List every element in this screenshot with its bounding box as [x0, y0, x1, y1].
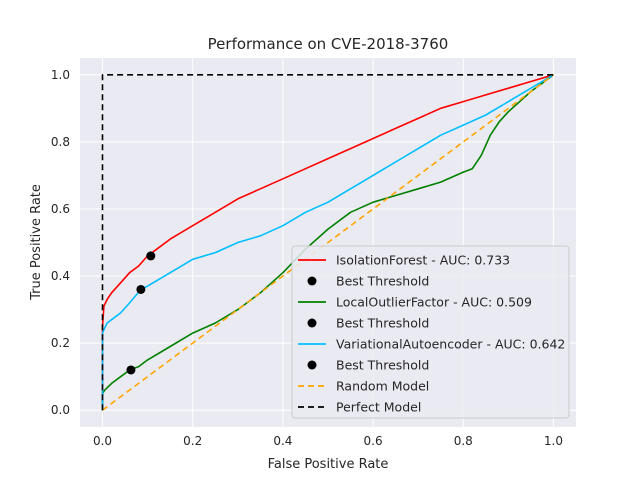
legend-entry-label: Best Threshold	[336, 316, 429, 331]
y-axis-label: True Positive Rate	[29, 184, 44, 301]
legend-entry-label: LocalOutlierFactor - AUC: 0.509	[336, 295, 532, 310]
y-tick-label: 0.6	[51, 202, 70, 216]
x-axis-ticks: 0.0 0.2 0.4 0.6 0.8 1.0	[93, 434, 563, 448]
x-tick-label: 0.2	[183, 434, 202, 448]
y-tick-label: 1.0	[51, 68, 70, 82]
legend-swatch-marker	[307, 360, 317, 370]
legend-entry-label: Best Threshold	[336, 358, 429, 373]
legend-swatch-marker	[307, 276, 317, 286]
x-tick-label: 0.4	[273, 434, 292, 448]
chart-title: Performance on CVE-2018-3760	[208, 35, 449, 53]
x-tick-label: 0.8	[454, 434, 473, 448]
series-line-random-model	[102, 74, 554, 411]
y-tick-label: 0.2	[51, 336, 70, 350]
legend-entry-label: IsolationForest - AUC: 0.733	[336, 253, 510, 268]
series-line-isolationforest	[101, 74, 554, 411]
series-line-variationalautoencoder	[101, 74, 554, 411]
legend-entry-label: VariationalAutoencoder - AUC: 0.642	[336, 337, 565, 352]
legend-entry-label: Best Threshold	[336, 274, 429, 289]
legend-box	[291, 245, 570, 419]
legend: IsolationForest - AUC: 0.733 Best Thresho…	[291, 245, 570, 419]
y-tick-label: 0.0	[51, 403, 70, 417]
legend-entry-label: Perfect Model	[336, 400, 421, 415]
best-threshold-point	[146, 251, 156, 261]
y-tick-label: 0.4	[51, 269, 70, 283]
x-tick-label: 0.0	[93, 434, 112, 448]
best-threshold-point	[126, 365, 136, 375]
legend-entry-label: Random Model	[336, 379, 429, 394]
series-line-perfect-model	[101, 74, 554, 411]
y-tick-label: 0.8	[51, 135, 70, 149]
y-axis-ticks: 0.0 0.2 0.4 0.6 0.8 1.0	[51, 68, 70, 417]
x-axis-label: False Positive Rate	[268, 457, 389, 472]
x-tick-label: 0.6	[364, 434, 383, 448]
x-tick-label: 1.0	[544, 434, 563, 448]
best-threshold-point	[136, 284, 146, 294]
best-threshold-points	[126, 251, 156, 375]
legend-swatch-marker	[307, 318, 317, 328]
